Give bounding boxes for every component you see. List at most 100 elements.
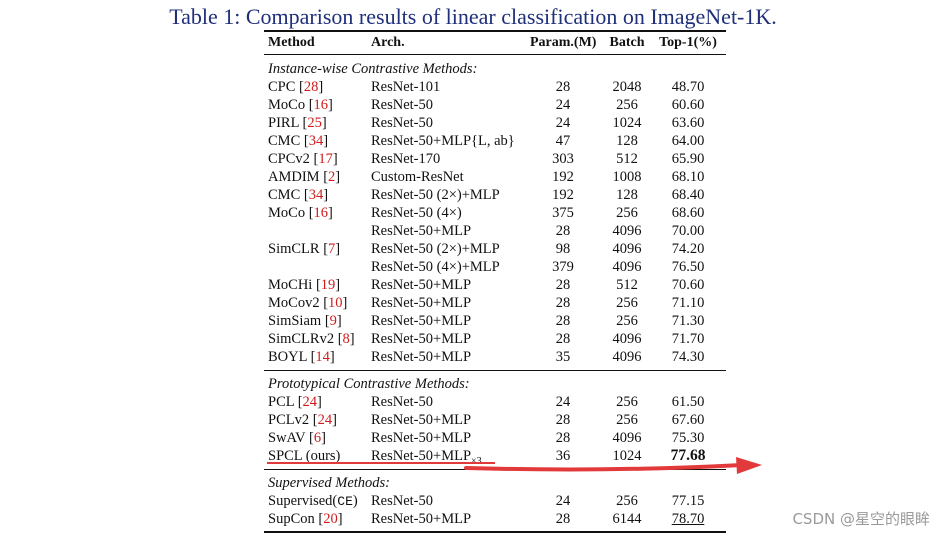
batch-cell: 4096 [612, 259, 642, 275]
batch-cell: 4096 [612, 241, 642, 257]
method-name: MoCHi [268, 277, 316, 293]
ref-close: ] [335, 169, 341, 185]
batch-cell: 256 [616, 205, 638, 221]
table-row: SimCLRv2 [8] ResNet-50+MLP 28 4096 71.70 [264, 330, 726, 348]
arch-text: ResNet-50 [371, 115, 434, 131]
citation-link[interactable]: 16 [313, 97, 329, 113]
arch-cell: Custom-ResNet [371, 168, 464, 186]
highlight-underline [267, 462, 495, 464]
ref-close: ] [335, 241, 341, 257]
section-title-text: Instance-wise Contrastive Methods: [268, 61, 478, 77]
citation-link[interactable]: 25 [307, 115, 322, 131]
param-cell: 192 [552, 187, 574, 203]
table-row: SimSiam [9] ResNet-50+MLP 28 256 71.30 [264, 312, 726, 330]
citation-link[interactable]: 16 [313, 205, 329, 221]
table-row: ResNet-50+MLP 28 4096 70.00 [264, 222, 726, 240]
citation-link[interactable]: 19 [320, 277, 336, 293]
ref-close: ] [332, 412, 337, 428]
table-row: PCLv2 [24] ResNet-50+MLP 28 256 67.60 [264, 411, 726, 429]
citation-link[interactable]: 10 [328, 295, 343, 311]
method-name: SPCL (ours) [268, 448, 341, 464]
method-cell: CMC [34] [268, 186, 328, 204]
ref-open: [ [302, 115, 308, 131]
batch-cell: 2048 [612, 79, 642, 95]
top1-cell: 65.90 [671, 151, 705, 167]
section-title-text: Prototypical Contrastive Methods: [268, 376, 470, 392]
arch-text: ResNet-50 [371, 97, 434, 113]
arch-text: ResNet-50+MLP [371, 430, 472, 446]
ref-close: ] [336, 313, 342, 329]
param-cell: 28 [555, 223, 571, 239]
batch-cell: 256 [616, 493, 638, 509]
citation-link[interactable]: 24 [317, 412, 333, 428]
top1-cell: 60.60 [671, 97, 705, 113]
bottom-rule [264, 531, 726, 533]
method-cell: MoCHi [19] [268, 276, 340, 294]
batch-cell: 4096 [612, 430, 642, 446]
method-name: MoCo [268, 205, 309, 221]
method-cell: CMC [34] [268, 132, 328, 150]
arch-text: ResNet-50 [371, 394, 434, 410]
watermark: CSDN @星空的眼眸 [792, 510, 930, 528]
ref-close: ] [321, 430, 326, 446]
table-row: CMC [34] ResNet-50 (2×)+MLP 192 128 68.40 [264, 186, 726, 204]
citation-link[interactable]: 14 [315, 349, 330, 365]
citation-link[interactable]: 34 [308, 133, 324, 149]
arch-subscript: ×3 [471, 456, 482, 467]
top-rule [264, 30, 726, 32]
arch-cell: ResNet-101 [371, 78, 440, 96]
table-row: Supervised(CE) ResNet-50 24 256 77.15 [264, 492, 726, 510]
ref-close: ] [349, 331, 355, 347]
ref-open: [ [318, 511, 324, 527]
table-row: ResNet-50 (4×)+MLP 379 4096 76.50 [264, 258, 726, 276]
batch-cell: 256 [616, 295, 638, 311]
citation-link[interactable]: 7 [328, 241, 336, 257]
arch-text: ResNet-50+MLP [371, 313, 472, 329]
citation-link[interactable]: 24 [302, 394, 318, 410]
method-name: MoCo [268, 97, 309, 113]
citation-link[interactable]: 34 [308, 187, 324, 203]
arch-text: ResNet-50+MLP [371, 331, 472, 347]
arch-text: ResNet-101 [371, 79, 441, 95]
method-name: SimCLR [268, 241, 324, 257]
arch-text: ResNet-50+MLP [371, 511, 472, 527]
citation-link[interactable]: 20 [323, 511, 338, 527]
top1-cell: 78.70 [671, 511, 705, 527]
method-cell: AMDIM [2] [268, 168, 340, 186]
param-cell: 24 [555, 115, 571, 131]
citation-link[interactable]: 28 [303, 79, 319, 95]
ref-close: ] [323, 187, 329, 203]
table-row: AMDIM [2] Custom-ResNet 192 1008 68.10 [264, 168, 726, 186]
arch-cell: ResNet-50 (2×)+MLP [371, 186, 500, 204]
ref-close: ] [318, 79, 324, 95]
param-cell: 379 [552, 259, 574, 275]
method-tail: ) [352, 493, 358, 509]
citation-link[interactable]: 6 [313, 430, 322, 446]
method-cell: SimSiam [9] [268, 312, 342, 330]
table-row: PIRL [25] ResNet-50 24 1024 63.60 [264, 114, 726, 132]
batch-cell: 512 [616, 151, 638, 167]
table-row: PCL [24] ResNet-50 24 256 61.50 [264, 393, 726, 411]
param-cell: 28 [555, 295, 571, 311]
method-cell: SwAV [6] [268, 429, 326, 447]
ref-open: [ [312, 412, 318, 428]
arch-text: ResNet-50 (4×)+MLP [371, 259, 500, 275]
citation-link[interactable]: 2 [328, 169, 336, 185]
method-name: MoCov2 [268, 295, 324, 311]
method-cell: CPCv2 [17] [268, 150, 338, 168]
arch-cell: ResNet-50+MLP [371, 510, 471, 528]
top1-cell: 77.15 [671, 493, 705, 509]
citation-link[interactable]: 9 [329, 313, 337, 329]
header-top1: Top-1(%) [659, 35, 717, 50]
ref-open: [ [308, 430, 314, 446]
citation-link[interactable]: 8 [342, 331, 350, 347]
batch-cell: 128 [616, 133, 638, 149]
method-name: PCLv2 [268, 412, 313, 428]
section-title: Prototypical Contrastive Methods: [264, 375, 726, 393]
top1-cell: 63.60 [671, 115, 705, 131]
arch-cell: ResNet-50 [371, 114, 433, 132]
param-cell: 28 [555, 79, 571, 95]
header-method: Method [268, 35, 315, 50]
citation-link[interactable]: 17 [318, 151, 333, 167]
table-row: CPC [28] ResNet-101 28 2048 48.70 [264, 78, 726, 96]
